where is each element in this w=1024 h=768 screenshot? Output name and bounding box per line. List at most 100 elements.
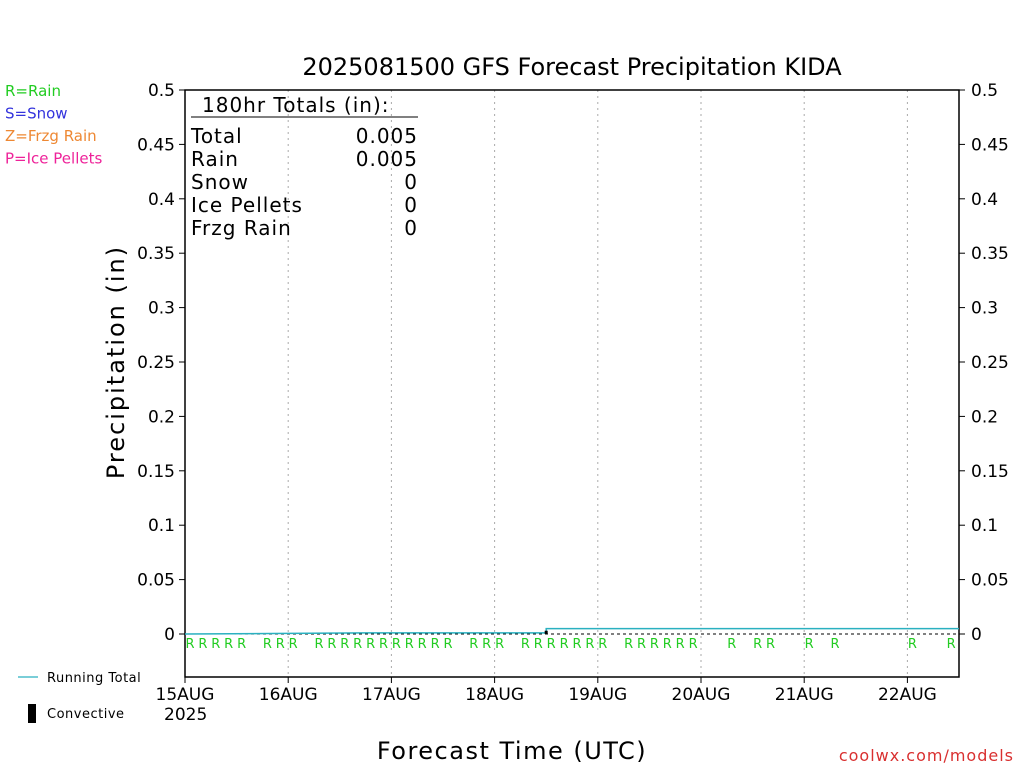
rain-mark: R [650, 637, 659, 652]
rain-mark: R [431, 637, 440, 652]
y-axis-label: Precipitation (in) [102, 245, 130, 479]
rain-mark: R [637, 637, 646, 652]
totals-value: 0 [404, 170, 418, 194]
x-axis-label: Forecast Time (UTC) [377, 737, 647, 765]
totals-value: 0 [404, 193, 418, 217]
rain-mark: R [405, 637, 414, 652]
y-tick-label-right: 0.1 [971, 516, 998, 536]
precip-type-legend: R=Rain S=Snow Z=Frzg Rain P=Ice Pellets [5, 82, 102, 168]
rain-mark: R [185, 637, 194, 652]
totals-value: 0.005 [356, 124, 418, 148]
rain-mark: R [340, 637, 349, 652]
legend-label: Running Total [47, 671, 141, 686]
chart-title: 2025081500 GFS Forecast Precipitation KI… [302, 53, 842, 81]
totals-label: Ice Pellets [191, 193, 303, 217]
totals-label: Snow [191, 170, 249, 194]
rain-mark: R [805, 637, 814, 652]
rain-mark: R [418, 637, 427, 652]
rain-mark: R [211, 637, 220, 652]
y-tick-label-right: 0.2 [971, 407, 998, 427]
rain-mark: R [327, 637, 336, 652]
plot-frame [184, 89, 960, 678]
y-axis-right: 0 0.05 0.1 0.15 0.2 0.25 0.3 0.35 0.4 0.45 0.5 [959, 81, 1009, 645]
year-label: 2025 [164, 705, 207, 725]
precip-type-legend-item: S=Snow [5, 105, 68, 123]
y-tick-label-left: 0.45 [137, 135, 175, 155]
y-tick-label-right: 0.15 [971, 462, 1009, 482]
totals-value: 0.005 [356, 147, 418, 171]
totals-label: Total [190, 124, 243, 148]
rain-mark: R [379, 637, 388, 652]
rain-mark: R [947, 637, 956, 652]
precip-type-legend-item: Z=Frzg Rain [5, 127, 97, 145]
totals-value: 0 [404, 216, 418, 240]
rain-mark: R [469, 637, 478, 652]
y-tick-label-right: 0.3 [971, 299, 998, 319]
y-tick-label-right: 0.4 [971, 190, 998, 210]
y-tick-label-right: 0.35 [971, 244, 1009, 264]
running-total-line [184, 627, 959, 635]
rain-mark: R [572, 637, 581, 652]
y-tick-label-left: 0.25 [137, 353, 175, 373]
rain-mark: R [766, 637, 775, 652]
x-tick-label: 22AUG [878, 685, 937, 705]
rain-mark: R [366, 637, 375, 652]
totals-label: Rain [191, 147, 239, 171]
rain-mark: R [237, 637, 246, 652]
rain-mark: R [547, 637, 556, 652]
x-tick-label: 19AUG [568, 685, 627, 705]
series-layer [184, 627, 959, 635]
rain-mark: R [624, 637, 633, 652]
legend-label: Convective [47, 707, 125, 722]
y-tick-label-left: 0.15 [137, 462, 175, 482]
rain-mark: R [289, 637, 298, 652]
rain-mark: R [689, 637, 698, 652]
y-tick-label-right: 0.05 [971, 571, 1009, 591]
rain-mark: R [830, 637, 839, 652]
y-tick-label-right: 0.5 [971, 81, 998, 101]
totals-box: 180hr Totals (in): Total 0.005 Rain 0.005 Sn… [190, 93, 418, 240]
credit-text: coolwx.com/models [839, 746, 1014, 765]
x-tick-label: 21AUG [775, 685, 834, 705]
rain-mark: R [753, 637, 762, 652]
totals-label: Frzg Rain [191, 216, 292, 240]
rain-mark: R [676, 637, 685, 652]
y-tick-label-left: 0.3 [148, 299, 175, 319]
convective-bar [544, 630, 548, 634]
rain-mark: R [198, 637, 207, 652]
rain-mark: R [443, 637, 452, 652]
x-axis: 15AUG 16AUG 17AUG 18AUG 19AUG 20AUG 21AUG 22AUG [156, 677, 937, 705]
rain-mark: R [534, 637, 543, 652]
rain-mark: R [727, 637, 736, 652]
y-tick-label-left: 0 [164, 625, 175, 645]
rain-mark: R [495, 637, 504, 652]
rain-mark: R [908, 637, 917, 652]
x-tick-label: 17AUG [362, 685, 421, 705]
y-tick-label-right: 0.45 [971, 135, 1009, 155]
rain-mark: R [560, 637, 569, 652]
rain-mark: R [276, 637, 285, 652]
y-tick-label-left: 0.1 [148, 516, 175, 536]
rain-mark: R [598, 637, 607, 652]
rain-mark: R [353, 637, 362, 652]
rain-mark: R [585, 637, 594, 652]
rain-mark: R [314, 637, 323, 652]
rain-mark: R [392, 637, 401, 652]
precip-type-legend-item: R=Rain [5, 82, 61, 100]
legend-swatch-bar [28, 704, 36, 723]
y-axis-left: 0 0.05 0.1 0.15 0.2 0.25 0.3 0.35 0.4 0.45 0.5 [137, 81, 185, 645]
y-tick-label-left: 0.35 [137, 244, 175, 264]
x-tick-label: 18AUG [465, 685, 524, 705]
rain-mark: R [482, 637, 491, 652]
y-tick-label-right: 0 [971, 625, 982, 645]
x-tick-label: 20AUG [672, 685, 731, 705]
rain-mark: R [263, 637, 272, 652]
line-legend: Running Total Convective [18, 671, 141, 723]
rain-mark: R [663, 637, 672, 652]
y-tick-label-left: 0.5 [148, 81, 175, 101]
y-tick-label-left: 0.05 [137, 571, 175, 591]
y-tick-label-left: 0.4 [148, 190, 175, 210]
rain-mark: R [521, 637, 530, 652]
